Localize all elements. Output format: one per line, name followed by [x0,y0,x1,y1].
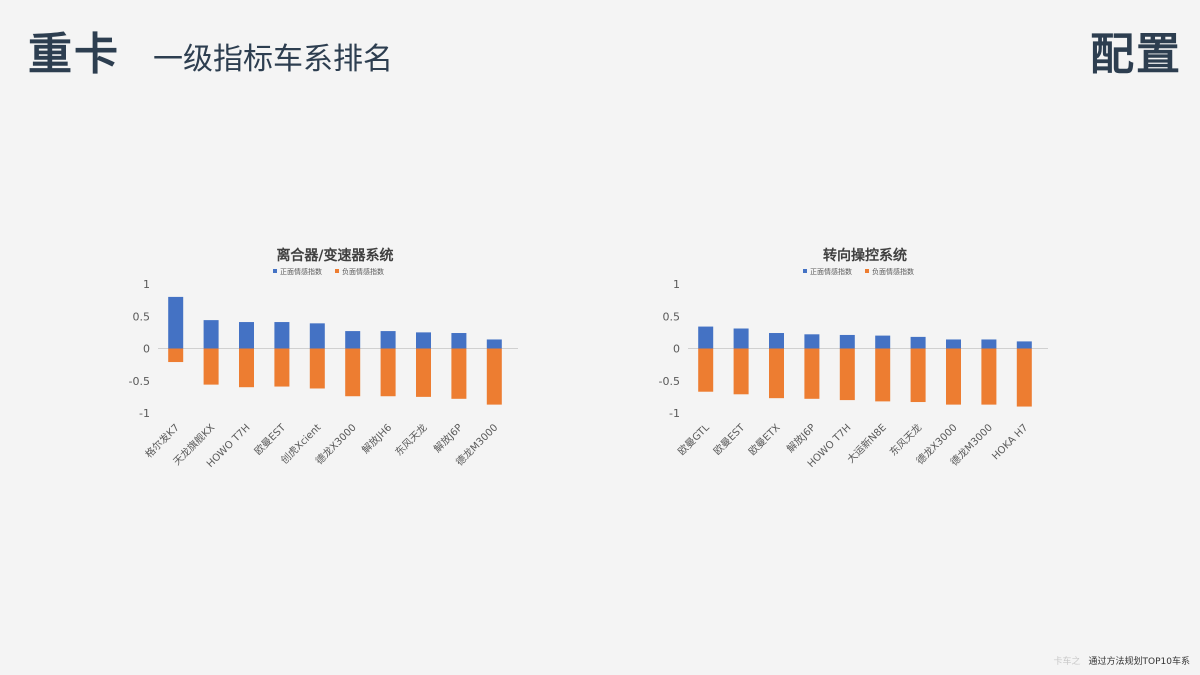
negative-bar [168,348,184,363]
legend-swatch [335,269,339,273]
positive-bar [1016,341,1032,349]
negative-bar [698,348,714,392]
positive-bar [981,339,997,349]
negative-bar [309,348,325,389]
positive-bar [804,334,820,349]
source-text: 通过方法规划TOP10车系 [1088,657,1190,667]
negative-bar [981,348,997,405]
y-tick-label: 0 [673,343,680,356]
page-subtitle: 一级指标车系排名 [153,42,393,77]
negative-bar [274,348,290,387]
x-category-label: 解放J6P [784,421,818,455]
positive-bar [380,331,396,349]
x-category-label: 东风天龙 [887,421,924,458]
x-category-label: 解放JH6 [359,421,394,456]
positive-bar [168,296,184,349]
x-category-label: 解放J6P [431,421,465,455]
clutch-transmission-chart: 离合器/变速器系统 正面情感指数 负面情感指数 1 0.5 0 -0.5 -1 格尔发K7 天龙旗… [122,236,552,486]
chart-title: 转向操控系统 [823,247,907,264]
negative-bar [769,348,784,399]
y-tick-label: -0.5 [659,375,680,388]
positive-bar [203,320,219,349]
footer: 卡车之 通过方法规划TOP10车系 [1054,654,1190,667]
positive-bar [451,333,467,349]
y-tick-label: 0 [143,343,150,356]
y-tick-label: -1 [669,407,680,420]
positive-bar [274,322,290,349]
negative-bar [875,348,891,402]
positive-bar [875,335,891,349]
positive-bar [416,332,431,349]
y-tick-label: 0.5 [663,310,681,323]
negative-bar [416,348,431,397]
x-category-label: 欧曼ETX [746,422,782,458]
negative-bar [451,348,467,399]
negative-bar [733,348,749,395]
x-category-label: HOKA H7 [990,422,1030,462]
watermark-text: 卡车之 [1053,657,1081,667]
legend-label: 负面情感指数 [342,267,384,276]
section-title: 配置 [1090,29,1182,80]
y-tick-label: -1 [139,407,150,420]
positive-bar [839,334,855,349]
legend-label: 正面情感指数 [280,267,322,276]
negative-bar [910,348,926,403]
page-title: 重卡 [28,29,120,80]
positive-bar [910,336,926,349]
negative-bar [486,348,502,405]
positive-bar [239,322,254,349]
positive-bar [698,326,714,349]
positive-bar [733,328,749,349]
y-tick-label: 0.5 [133,310,151,323]
steering-chart: 转向操控系统正面情感指数 负面情感指数 1 0.5 0 -0.5 -1 欧曼GTL 欧曼EST 欧… [652,236,1082,486]
legend-label: 负面情感指数 [872,267,914,276]
legend-swatch [273,269,277,273]
x-category-label: 欧曼GTL [676,421,712,457]
positive-bar [946,339,961,349]
negative-bar [203,348,219,385]
negative-bar [839,348,855,401]
negative-bar [380,348,396,397]
x-category-label: 东风天龙 [392,421,429,458]
chart-title: 离合器/变速器系统 [276,247,393,264]
positive-bar [345,331,361,349]
legend-swatch [803,269,807,273]
x-category-label: 欧曼EST [711,421,748,458]
negative-bar [804,348,820,399]
x-category-label: 欧曼EST [252,421,289,458]
negative-bar [946,348,961,405]
y-tick-label: 1 [143,278,150,291]
positive-bar [486,339,502,349]
y-tick-label: -0.5 [129,375,150,388]
negative-bar [345,348,361,397]
negative-bar [239,348,254,388]
negative-bar [1016,348,1032,407]
legend-swatch [865,269,869,273]
y-tick-label: 1 [673,278,680,291]
positive-bar [309,323,325,349]
positive-bar [769,333,784,349]
legend-label: 正面情感指数 [810,267,852,276]
